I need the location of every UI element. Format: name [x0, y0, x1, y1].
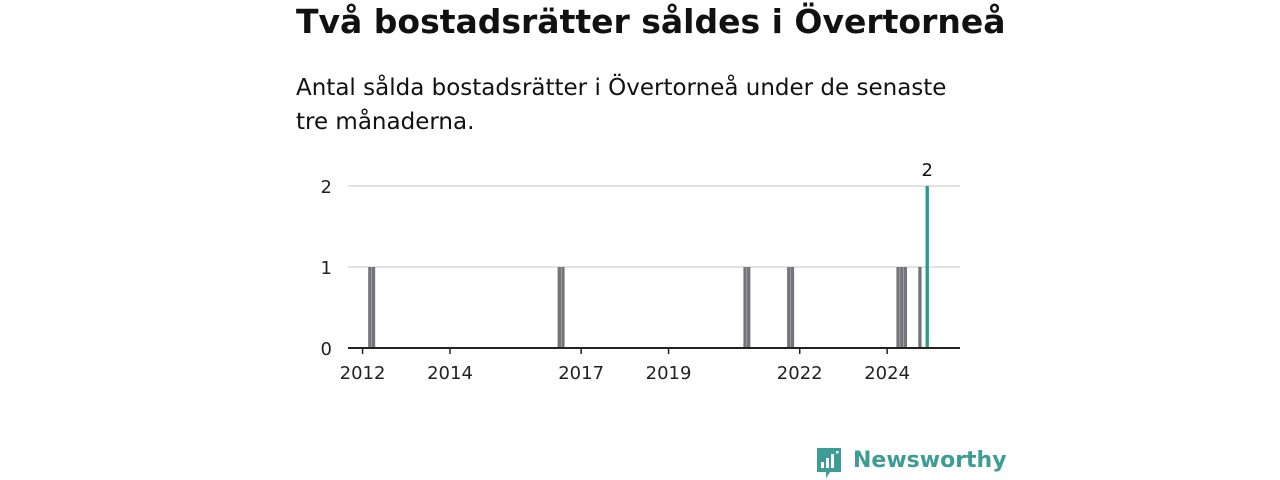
bar	[747, 267, 751, 348]
bar-highlight	[925, 186, 929, 348]
x-tick-label: 2012	[340, 363, 386, 384]
bar	[918, 267, 922, 348]
y-tick-label: 0	[321, 339, 332, 360]
x-tick-label: 2019	[646, 363, 692, 384]
bar	[900, 267, 904, 348]
y-tick-label: 2	[321, 177, 332, 198]
x-tick-label: 2022	[777, 363, 823, 384]
bar	[743, 267, 747, 348]
newsworthy-logo[interactable]: Newsworthy	[815, 446, 1007, 480]
chart-title: Två bostadsrätter såldes i Övertorneå	[296, 2, 1006, 41]
chart-subtitle: Antal sålda bostadsrätter i Övertorneå u…	[296, 75, 947, 135]
bar-chart: 0 1 2 2 2012 2014 2017 2019 2022 2024	[321, 160, 960, 384]
bar	[903, 267, 908, 348]
bar	[896, 267, 900, 348]
bar	[561, 267, 565, 348]
bar	[557, 267, 561, 348]
bar	[787, 267, 791, 348]
y-tick-label: 1	[321, 258, 332, 279]
newsworthy-logo-icon	[817, 448, 841, 478]
newsworthy-wordmark: Newsworthy	[853, 448, 1007, 473]
bar	[371, 267, 376, 348]
x-tick-label: 2014	[427, 363, 473, 384]
bar	[368, 267, 372, 348]
data-label: 2	[921, 160, 932, 181]
x-tick-label: 2017	[558, 363, 604, 384]
bar	[790, 267, 795, 348]
x-tick-label: 2024	[864, 363, 910, 384]
